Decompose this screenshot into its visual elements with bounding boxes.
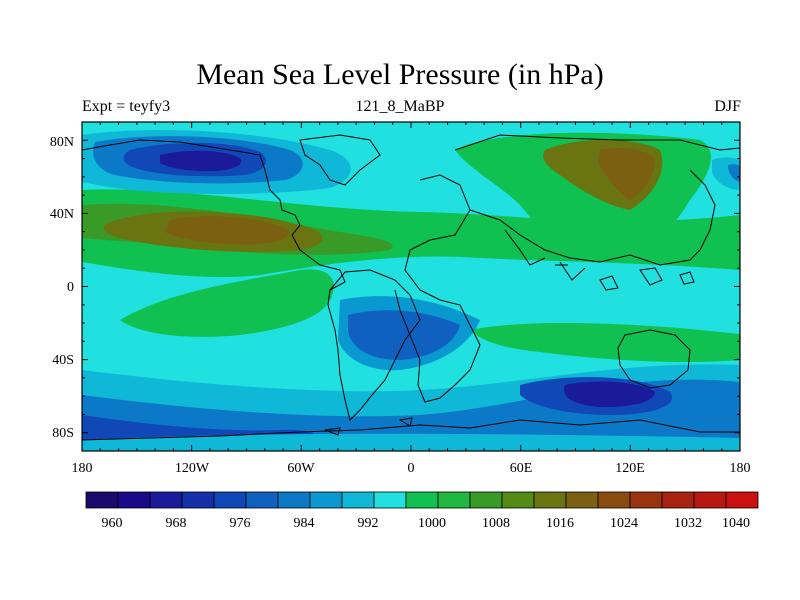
coast-south-america [327,269,421,421]
low-980-satlantic [348,310,460,360]
x-tick-label: 0 [408,461,415,476]
colorbar-swatch-1004 [437,491,471,509]
coast-arabia-india [504,229,586,281]
colorbar-swatch-1024 [597,491,631,509]
colorbar-swatch-968 [149,491,183,509]
colorbar-swatch-1036 [693,491,727,509]
y-tick-label: 0 [67,280,74,295]
colorbar-swatch-976 [213,491,247,509]
y-tick-label: 80S [52,426,74,441]
colorbar-label: 984 [294,516,315,531]
coast-europe-africa [394,174,481,403]
season-label: DJF [714,98,741,115]
band-992-antarctic [82,433,740,451]
colorbar-swatch-988 [309,491,343,509]
coast-islands [324,264,695,436]
colorbar-swatch-1020 [565,491,599,509]
colorbar [85,491,759,509]
colorbar-swatch-1028 [629,491,663,509]
colorbar-labels: 960 968 976 984 992 1000 1008 1016 1024 … [102,516,751,531]
high-1020-asia [598,148,655,200]
colorbar-label: 968 [166,516,187,531]
y-tick-label: 80N [50,135,74,150]
period-label: 121_8_MaBP [355,98,445,115]
colorbar-label: 1024 [610,516,638,531]
coastlines [82,134,740,441]
colorbar-swatch-960 [85,491,119,509]
x-tick-label: 120E [615,461,645,476]
colorbar-swatch-992 [341,491,375,509]
chart-title: Mean Sea Level Pressure (in hPa) [196,58,604,91]
colorbar-swatch-1016 [533,491,567,509]
colorbar-label: 1008 [482,516,510,531]
x-axis-labels: 180 120W 60W 0 60E 120E 180 [72,461,751,476]
experiment-label: Expt = teyfy3 [82,98,171,115]
x-tick-label: 60W [287,461,315,476]
colorbar-label: 1032 [674,516,702,531]
colorbar-swatch-1000 [405,491,439,509]
colorbar-swatch-984 [277,491,311,509]
band-1000-eqpacific [120,269,334,337]
y-tick-label: 40N [50,207,74,222]
coast-greenland [299,134,381,186]
colorbar-swatch-1040 [725,491,759,509]
colorbar-swatch-1032 [661,491,695,509]
low-984-arctic-east [728,164,740,182]
pressure-field [82,122,740,451]
colorbar-label: 1040 [722,516,750,531]
colorbar-swatch-1008 [469,491,503,509]
x-tick-label: 180 [730,461,751,476]
band-1000-sindian [470,323,740,363]
axis-ticks [81,122,741,451]
coast-australia [617,329,691,389]
colorbar-label: 1000 [418,516,446,531]
coast-eurasia [454,134,740,266]
colorbar-label: 960 [102,516,123,531]
low-968-npacific [160,150,242,172]
x-tick-label: 120W [175,461,210,476]
coast-antarctica [82,419,740,441]
colorbar-label: 1016 [546,516,574,531]
band-1000-north [82,189,740,278]
colorbar-swatch-996 [373,491,407,509]
colorbar-swatch-980 [245,491,279,509]
x-tick-label: 180 [72,461,93,476]
coast-north-america [82,139,346,291]
high-1020-npacific [165,216,289,245]
colorbar-label: 976 [230,516,251,531]
colorbar-swatch-1012 [501,491,535,509]
y-tick-label: 40S [52,353,74,368]
colorbar-swatch-972 [181,491,215,509]
low-968-sindian [564,381,655,408]
colorbar-label: 992 [358,516,379,531]
y-axis-labels: 80N 40N 0 40S 80S [50,135,74,441]
colorbar-swatch-964 [117,491,151,509]
x-tick-label: 60E [510,461,533,476]
